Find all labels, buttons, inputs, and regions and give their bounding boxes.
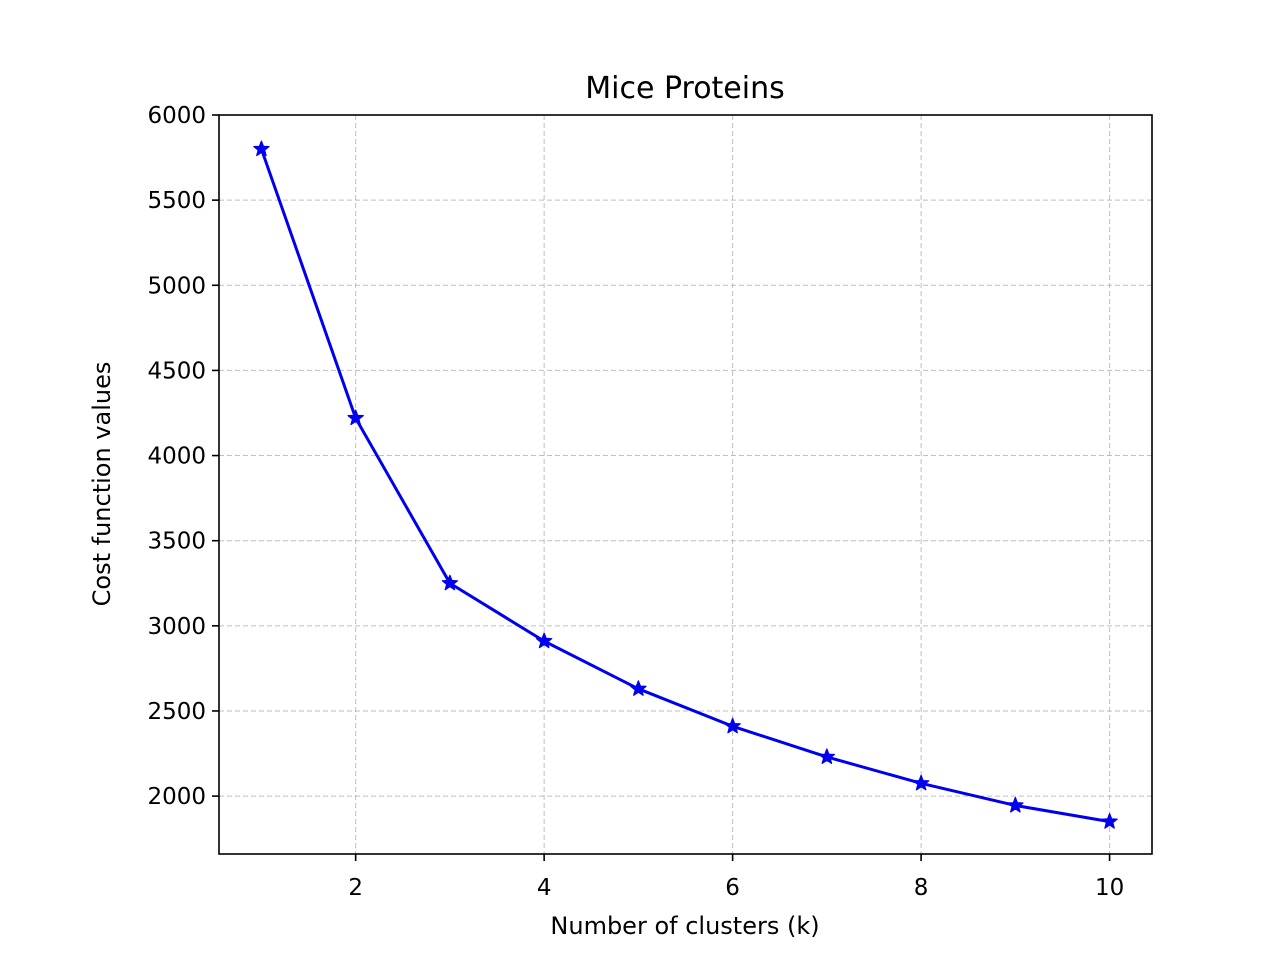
x-tick-label: 10 [1095,875,1124,901]
y-tick-label: 2500 [147,699,206,725]
data-point-star [441,574,459,591]
data-point-star [347,409,364,426]
data-point-star [1007,796,1024,813]
y-tick-label: 3500 [147,529,206,555]
y-tick-label: 5500 [147,188,206,214]
series-line [259,148,1110,824]
chart-title: Mice Proteins [585,71,785,106]
grid [219,114,1152,854]
data-point-star [724,717,741,734]
x-tick-label: 8 [914,875,929,901]
data-point-star [535,632,553,649]
plot-frame [218,114,1153,855]
data-point-star [1101,813,1118,829]
x-tick-label: 2 [348,875,363,901]
x-tick-label: 4 [537,875,552,901]
y-tick-label: 3000 [147,614,206,640]
x-axis-label: Number of clusters (k) [550,912,819,940]
y-tick-label: 4500 [147,358,206,384]
y-tick-label: 2000 [147,784,206,810]
x-tick-label: 6 [725,875,740,901]
y-tick-label: 4000 [147,444,206,470]
data-point-star [630,680,647,696]
y-tick-label: 5000 [147,273,206,299]
data-point-star [912,774,930,791]
y-tick-label: 6000 [147,103,206,129]
data-point-star [818,748,836,765]
y-axis-label: Cost function values [88,362,116,607]
ticks: 2 4 6 8 10 2000 2500 3000 3500 4000 4500 5000 5500 60… [147,103,1124,901]
data-point-star [253,140,270,157]
series-layer [253,140,1118,829]
